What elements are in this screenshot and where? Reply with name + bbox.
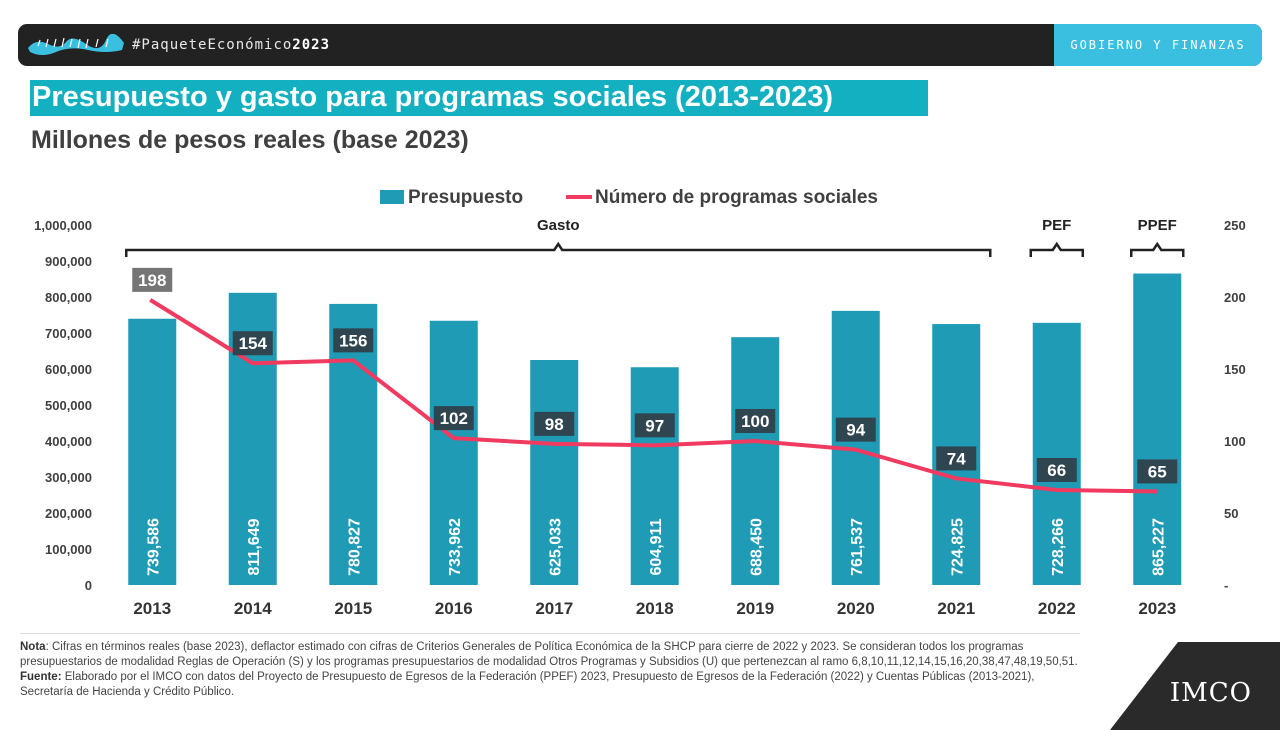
y-left-tick-label: 200,000	[45, 506, 92, 521]
x-tick-label: 2013	[133, 599, 171, 618]
bar-2017	[530, 359, 579, 585]
legend-label-presupuesto: Presupuesto	[408, 187, 523, 208]
line-label-box	[1137, 459, 1178, 484]
line-label-box	[936, 446, 977, 471]
line-value-label: 94	[846, 421, 865, 440]
line-value-label: 156	[339, 331, 367, 350]
y-right-tick-label: 100	[1224, 434, 1246, 449]
bracket-label: PEF	[1042, 217, 1071, 234]
line-programas	[149, 298, 1158, 494]
bar-value-label: 739,586	[145, 518, 162, 576]
x-tick-label: 2023	[1138, 599, 1176, 618]
line-value-label: 100	[741, 412, 769, 431]
line-label-box	[735, 409, 776, 433]
bar-2018	[630, 367, 679, 585]
bar-2019	[731, 337, 780, 585]
bracket-label: Gasto	[537, 217, 580, 234]
line-value-label: 198	[138, 271, 166, 290]
y-left-tick-label: 400,000	[45, 434, 92, 449]
x-tick-label: 2018	[636, 599, 674, 618]
y-right-tick-label: 250	[1224, 218, 1246, 233]
bracket-label: PPEF	[1138, 217, 1177, 234]
line-value-label: 66	[1047, 461, 1066, 480]
page-title: Presupuesto y gasto para programas socia…	[32, 81, 834, 113]
x-tick-label: 2015	[334, 599, 372, 618]
title-highlight	[30, 80, 928, 116]
section-tab: GOBIERNO Y FINANZAS	[1054, 24, 1262, 66]
y-left-tick-label: 800,000	[45, 290, 92, 305]
bar-2013	[128, 318, 177, 585]
bar-value-label: 724,825	[949, 518, 966, 576]
brush-stroke-logo-icon	[28, 34, 124, 55]
footnotes: Nota: Cifras en términos reales (base 20…	[20, 640, 1080, 700]
legend-label-programas: Número de programas sociales	[595, 187, 878, 208]
bar-2023	[1133, 273, 1182, 585]
line-label-box	[534, 411, 575, 436]
y-left-tick-label: 0	[85, 578, 92, 593]
x-tick-label: 2021	[937, 599, 975, 618]
line-value-label: 154	[239, 334, 268, 353]
line-label-box	[132, 267, 173, 292]
line-value-label: 102	[440, 409, 468, 428]
legend-swatch-presupuesto	[380, 190, 404, 204]
x-tick-label: 2020	[837, 599, 875, 618]
y-right-tick-label: 150	[1224, 362, 1246, 377]
line-value-label: 65	[1148, 462, 1167, 481]
x-tick-label: 2022	[1038, 599, 1076, 618]
bar-value-label: 761,537	[849, 518, 866, 576]
x-tick-label: 2014	[234, 599, 272, 618]
y-left-tick-label: 700,000	[45, 326, 92, 341]
x-tick-label: 2019	[736, 599, 774, 618]
bar-value-label: 865,227	[1150, 518, 1167, 576]
bracket-gasto	[125, 241, 992, 257]
y-right-tick-label: 50	[1224, 506, 1238, 521]
source-paragraph: Fuente: Elaborado por el IMCO con datos …	[20, 671, 1035, 698]
y-left-tick-label: 500,000	[45, 398, 92, 413]
hashtag-label: #PaqueteEconómico2023	[132, 37, 331, 53]
y-right-tick-label: -	[1224, 578, 1228, 593]
bar-value-label: 733,962	[447, 518, 464, 576]
y-left-tick-label: 1,000,000	[34, 218, 92, 233]
line-label-box	[1036, 457, 1077, 482]
y-left-tick-label: 300,000	[45, 470, 92, 485]
imco-logo: IMCO	[1169, 678, 1252, 708]
bar-2022	[1032, 322, 1081, 585]
x-tick-label: 2016	[435, 599, 473, 618]
bar-value-label: 625,033	[547, 518, 564, 576]
line-label-box	[433, 406, 474, 431]
divider	[20, 633, 1080, 634]
line-value-label: 74	[947, 449, 966, 468]
bar-2016	[429, 320, 478, 585]
bar-value-label: 728,266	[1050, 518, 1067, 576]
top-banner: #PaqueteEconómico2023 GOBIERNO Y FINANZA…	[18, 24, 1262, 66]
bracket-ppef	[1130, 241, 1185, 257]
y-left-tick-label: 100,000	[45, 542, 92, 557]
bar-value-label: 811,649	[246, 518, 263, 575]
bar-value-label: 780,827	[346, 518, 363, 576]
x-tick-label: 2017	[535, 599, 573, 618]
bracket-pef	[1029, 241, 1084, 257]
line-label-box	[333, 328, 374, 353]
line-value-label: 98	[545, 415, 564, 434]
y-right-tick-label: 200	[1224, 290, 1246, 305]
line-label-box	[835, 417, 876, 442]
bar-value-label: 604,911	[648, 518, 665, 575]
line-value-label: 97	[645, 416, 664, 435]
page-subtitle: Millones de pesos reales (base 2023)	[31, 126, 469, 154]
budget-chart: Presupuesto Número de programas sociales 0…	[34, 187, 1246, 618]
y-left-tick-label: 600,000	[45, 362, 92, 377]
note-paragraph: Nota: Cifras en términos reales (base 20…	[20, 641, 1078, 668]
bar-value-label: 688,450	[748, 518, 765, 576]
line-label-box	[634, 413, 675, 438]
line-label-box	[232, 331, 273, 356]
y-left-tick-label: 900,000	[45, 254, 92, 269]
